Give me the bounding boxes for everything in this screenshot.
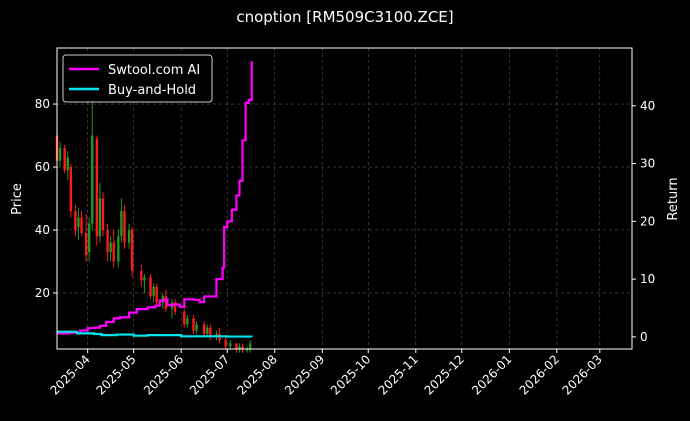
candle-body (106, 229, 109, 253)
candle-body (235, 343, 238, 350)
candle-body (155, 286, 158, 303)
strategy-line (57, 61, 253, 335)
candle-body (241, 346, 244, 350)
candle-body (192, 318, 195, 331)
candle-body (149, 277, 152, 297)
candle-body (183, 311, 186, 325)
legend-label-buyhold: Buy-and-Hold (108, 83, 196, 98)
y2-tick-label: 10 (640, 272, 655, 286)
candle-body (120, 211, 123, 237)
y-tick-label: 40 (35, 223, 50, 237)
candle-body (224, 340, 227, 347)
candle-body (203, 324, 206, 334)
plot-frame (56, 47, 633, 350)
y2-axis-label: Return (666, 177, 681, 220)
candle-body (58, 148, 62, 161)
y-axis-label: Price (10, 183, 25, 215)
candle-body (112, 242, 115, 262)
candle-body (63, 148, 66, 171)
y2-tick-label: 30 (640, 157, 655, 171)
candle-body (127, 229, 131, 243)
candle-body (88, 223, 91, 253)
candle-body (249, 343, 252, 350)
y-tick-label: 80 (35, 97, 50, 111)
candle-body (80, 217, 83, 234)
candle-body (186, 318, 189, 325)
y2-tick-label: 20 (640, 214, 655, 228)
candle-body (117, 236, 120, 262)
candle-body (95, 138, 99, 237)
candle-body (209, 327, 212, 338)
candle-body (98, 198, 102, 237)
candle-body (77, 217, 80, 227)
y-tick-label: 60 (35, 160, 50, 174)
candle-body (69, 167, 72, 212)
candle-body (101, 198, 105, 230)
candle-body (143, 277, 146, 281)
candle-body (91, 135, 94, 224)
legend: Swtool.com AI Buy-and-Hold (62, 54, 213, 103)
chart-title: cnoption [RM509C3100.ZCE] (236, 8, 453, 26)
buyhold-line (57, 330, 253, 338)
candle-body (245, 349, 249, 351)
candle-body (130, 229, 134, 271)
legend-box (62, 54, 213, 103)
candle-body (66, 157, 69, 171)
y-tick-label: 20 (35, 286, 50, 300)
candle-body (123, 211, 126, 243)
candle-body (152, 286, 155, 297)
candle-body (229, 343, 232, 347)
candle-body (74, 211, 77, 230)
candle-body (206, 327, 209, 334)
y2-tick-label: 0 (640, 330, 648, 344)
y2-tick-label: 40 (640, 99, 655, 113)
candle-body (84, 233, 88, 256)
candle-body (238, 346, 241, 350)
candle-body (173, 302, 177, 312)
candle-body (195, 324, 198, 331)
candle-body (164, 296, 168, 309)
legend-label-strategy: Swtool.com AI (108, 63, 200, 78)
series-lines (57, 61, 253, 338)
candle-body (109, 242, 112, 253)
candle-body (140, 270, 143, 281)
candle-body (161, 296, 164, 303)
